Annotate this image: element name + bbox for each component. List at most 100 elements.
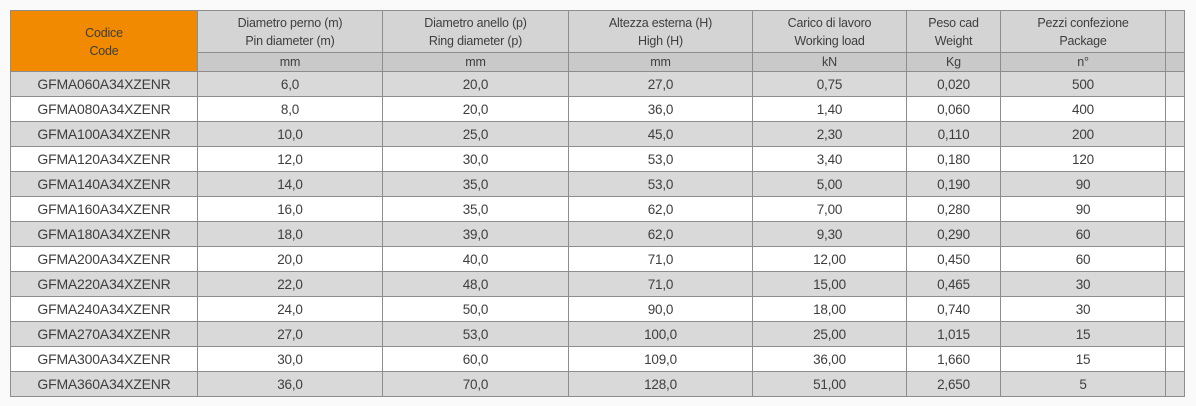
value-cell: 16,0 <box>197 196 383 222</box>
value-cell: 53,0 <box>568 171 753 197</box>
header-row-units: mm mm mm kN Kg n° <box>11 52 1185 72</box>
value-cell: 39,0 <box>382 221 569 247</box>
value-cell: 0,180 <box>906 146 1001 172</box>
code-cell: GFMA140A34XZENR <box>10 171 198 197</box>
value-cell: 1,015 <box>906 321 1001 347</box>
value-cell: 27,0 <box>568 71 753 97</box>
value-cell: 7,00 <box>752 196 907 222</box>
value-cell: 1,40 <box>752 96 907 122</box>
unit-cell-mm: mm <box>568 52 753 72</box>
table-row: GFMA080A34XZENR 8,0 20,0 36,0 1,40 0,060… <box>10 96 1185 122</box>
table-row: GFMA200A34XZENR 20,0 40,0 71,0 12,00 0,4… <box>10 246 1185 272</box>
value-cell: 60 <box>1000 221 1166 247</box>
code-cell: GFMA300A34XZENR <box>10 346 198 372</box>
table-row: GFMA180A34XZENR 18,0 39,0 62,0 9,30 0,29… <box>10 221 1185 247</box>
column-label-en: Weight <box>934 34 973 48</box>
value-cell: 30,0 <box>382 146 569 172</box>
value-cell: 0,280 <box>906 196 1001 222</box>
value-cell: 24,0 <box>197 296 383 322</box>
column-header-external-height: Altezza esterna (H) High (H) <box>568 10 753 53</box>
value-cell: 20,0 <box>382 71 569 97</box>
value-cell: 15 <box>1000 346 1166 372</box>
value-cell: 14,0 <box>197 171 383 197</box>
column-label-en: High (H) <box>638 34 683 48</box>
value-cell: 6,0 <box>197 71 383 97</box>
code-cell: GFMA270A34XZENR <box>10 321 198 347</box>
column-label-it: Pezzi confezione <box>1037 16 1129 30</box>
value-cell: 36,00 <box>752 346 907 372</box>
value-cell: 2,30 <box>752 121 907 147</box>
value-cell: 1,660 <box>906 346 1001 372</box>
column-label-en: Ring diameter (p) <box>428 34 523 48</box>
spacer-cell <box>1165 71 1185 97</box>
code-cell: GFMA120A34XZENR <box>10 146 198 172</box>
spacer-cell <box>1165 371 1185 397</box>
column-header-pin-diameter: Diametro perno (m) Pin diameter (m) <box>197 10 383 53</box>
code-header-label-en: Code <box>89 43 119 58</box>
table-row: GFMA160A34XZENR 16,0 35,0 62,0 7,00 0,28… <box>10 196 1185 222</box>
value-cell: 0,110 <box>906 121 1001 147</box>
value-cell: 0,020 <box>906 71 1001 97</box>
column-header-package: Pezzi confezione Package <box>1000 10 1166 53</box>
value-cell: 40,0 <box>382 246 569 272</box>
column-label-en: Working load <box>794 34 865 48</box>
value-cell: 0,75 <box>752 71 907 97</box>
value-cell: 35,0 <box>382 171 569 197</box>
code-cell: GFMA220A34XZENR <box>10 271 198 297</box>
spacer-cell <box>1165 146 1185 172</box>
value-cell: 22,0 <box>197 271 383 297</box>
code-cell: GFMA360A34XZENR <box>10 371 198 397</box>
product-spec-table: Codice Code Diametro perno (m) Pin diame… <box>10 10 1185 397</box>
spacer-cell <box>1165 271 1185 297</box>
code-cell: GFMA180A34XZENR <box>10 221 198 247</box>
code-cell: GFMA200A34XZENR <box>10 246 198 272</box>
value-cell: 2,650 <box>906 371 1001 397</box>
value-cell: 0,190 <box>906 171 1001 197</box>
value-cell: 120 <box>1000 146 1166 172</box>
value-cell: 53,0 <box>568 146 753 172</box>
code-column-header: Codice Code <box>10 10 198 72</box>
value-cell: 60 <box>1000 246 1166 272</box>
value-cell: 10,0 <box>197 121 383 147</box>
value-cell: 90 <box>1000 171 1166 197</box>
value-cell: 53,0 <box>382 321 569 347</box>
unit-cell-kg: Kg <box>906 52 1001 72</box>
value-cell: 12,0 <box>197 146 383 172</box>
spacer-cell <box>1165 121 1185 147</box>
value-cell: 25,0 <box>382 121 569 147</box>
code-cell: GFMA060A34XZENR <box>10 71 198 97</box>
spacer-cell <box>1165 346 1185 372</box>
value-cell: 9,30 <box>752 221 907 247</box>
table-row: GFMA240A34XZENR 24,0 50,0 90,0 18,00 0,7… <box>10 296 1185 322</box>
spacer-cell <box>1165 296 1185 322</box>
spacer-cell <box>1165 246 1185 272</box>
value-cell: 50,0 <box>382 296 569 322</box>
value-cell: 0,465 <box>906 271 1001 297</box>
value-cell: 25,00 <box>752 321 907 347</box>
table-row: GFMA140A34XZENR 14,0 35,0 53,0 5,00 0,19… <box>10 171 1185 197</box>
table-row: GFMA120A34XZENR 12,0 30,0 53,0 3,40 0,18… <box>10 146 1185 172</box>
value-cell: 0,290 <box>906 221 1001 247</box>
value-cell: 27,0 <box>197 321 383 347</box>
value-cell: 36,0 <box>197 371 383 397</box>
value-cell: 18,0 <box>197 221 383 247</box>
value-cell: 20,0 <box>382 96 569 122</box>
table-row: GFMA300A34XZENR 30,0 60,0 109,0 36,00 1,… <box>10 346 1185 372</box>
value-cell: 71,0 <box>568 246 753 272</box>
column-label-it: Altezza esterna (H) <box>608 16 713 30</box>
column-header-weight: Peso cad Weight <box>906 10 1001 53</box>
value-cell: 0,450 <box>906 246 1001 272</box>
value-cell: 128,0 <box>568 371 753 397</box>
value-cell: 500 <box>1000 71 1166 97</box>
value-cell: 30 <box>1000 296 1166 322</box>
value-cell: 35,0 <box>382 196 569 222</box>
value-cell: 18,00 <box>752 296 907 322</box>
value-cell: 8,0 <box>197 96 383 122</box>
table-row: GFMA360A34XZENR 36,0 70,0 128,0 51,00 2,… <box>10 371 1185 397</box>
value-cell: 51,00 <box>752 371 907 397</box>
value-cell: 90 <box>1000 196 1166 222</box>
column-label-en: Package <box>1059 34 1107 48</box>
column-label-it: Diametro perno (m) <box>237 16 343 30</box>
code-cell: GFMA160A34XZENR <box>10 196 198 222</box>
